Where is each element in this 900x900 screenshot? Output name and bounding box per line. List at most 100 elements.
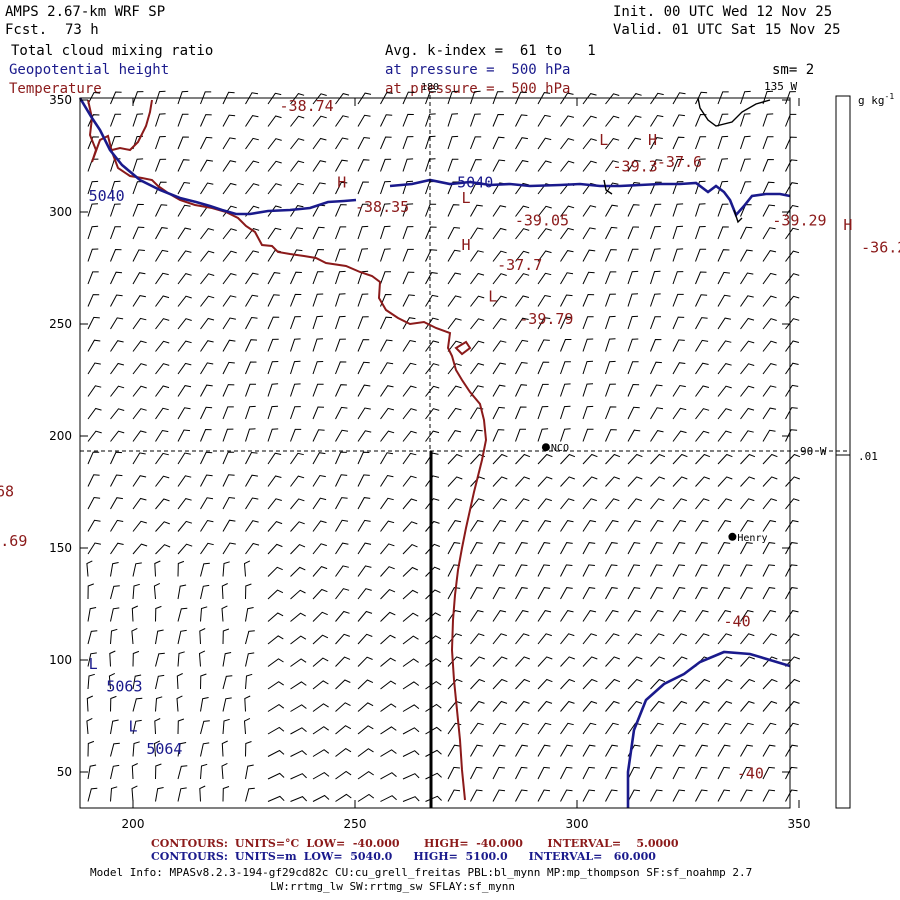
- wind-barb: [222, 273, 237, 285]
- wind-barb: [560, 453, 576, 465]
- wind-barb: [380, 726, 397, 735]
- wind-barb: [447, 656, 463, 667]
- wind-barb: [560, 428, 571, 442]
- wind-barb: [695, 498, 710, 510]
- wind-barb: [650, 137, 663, 150]
- wind-barb: [447, 407, 462, 420]
- wind-barb: [312, 406, 325, 420]
- wind-barb: [492, 159, 506, 172]
- wind-barb: [87, 362, 101, 375]
- wind-barb: [740, 158, 751, 172]
- wind-barb: [425, 340, 440, 352]
- wind-barb: [335, 338, 346, 352]
- wind-barb: [515, 476, 530, 487]
- wind-barb: [132, 317, 147, 330]
- wind-barb: [425, 612, 441, 622]
- wind-barb: [245, 115, 259, 127]
- wind-barb: [650, 587, 663, 600]
- wind-barb: [537, 587, 551, 600]
- wind-barb: [155, 787, 164, 802]
- wind-barb: [335, 679, 351, 690]
- wind-barb: [605, 744, 618, 757]
- wind-barb: [380, 543, 395, 555]
- wind-barb: [110, 695, 117, 712]
- wind-barb: [110, 742, 120, 757]
- wind-barb: [695, 248, 707, 262]
- wind-barb: [650, 744, 663, 757]
- wind-barb: [380, 248, 391, 262]
- wind-barb: [560, 587, 573, 600]
- wind-barb: [672, 271, 684, 285]
- wind-barb: [740, 520, 754, 532]
- wind-barb: [335, 93, 350, 105]
- wind-barb: [582, 610, 597, 622]
- wind-barb: [402, 408, 417, 420]
- wind-barb: [515, 744, 528, 757]
- wind-barb: [87, 136, 99, 150]
- wind-barb: [515, 339, 529, 352]
- wind-barb: [447, 520, 462, 532]
- wind-barb: [650, 248, 661, 262]
- wind-barb: [717, 656, 733, 667]
- wind-barb: [402, 612, 419, 622]
- wind-barb: [672, 114, 685, 127]
- wind-barb: [177, 560, 185, 577]
- wind-barb: [267, 316, 280, 330]
- temperature-label: -39.29: [772, 211, 826, 229]
- wind-barb: [380, 611, 396, 622]
- wind-barb: [605, 204, 618, 217]
- wind-barb: [537, 789, 551, 802]
- wind-barb: [582, 498, 597, 510]
- temperature-label: -40: [724, 612, 751, 630]
- wind-barb: [357, 656, 373, 667]
- wind-barb: [762, 429, 776, 442]
- x-tick-label: 250: [344, 817, 367, 831]
- wind-barb: [357, 702, 374, 712]
- wind-barb: [132, 520, 147, 532]
- wind-barb: [627, 115, 642, 127]
- wind-barb: [312, 293, 324, 307]
- wind-barb: [650, 226, 661, 240]
- wind-barb: [582, 249, 596, 262]
- wind-barb: [380, 566, 395, 577]
- wind-barb: [177, 136, 189, 150]
- wind-barb: [335, 248, 346, 262]
- wind-barb: [110, 542, 124, 555]
- wind-barb: [762, 656, 778, 667]
- wind-barb: [357, 248, 369, 262]
- wind-barb: [425, 452, 439, 465]
- y-tick-label: 300: [49, 205, 72, 219]
- wind-barb: [515, 453, 531, 465]
- wind-barb: [717, 408, 732, 420]
- wind-barb: [290, 566, 306, 577]
- wind-barb: [672, 225, 684, 240]
- wind-barb: [243, 717, 251, 735]
- wind-barb: [177, 651, 185, 667]
- wind-barb: [762, 678, 778, 690]
- wind-barb: [515, 587, 528, 600]
- wind-barb: [605, 476, 620, 487]
- wind-barb: [132, 385, 147, 397]
- wind-barb: [785, 227, 799, 240]
- wind-barb: [717, 766, 730, 780]
- wind-barb: [267, 772, 285, 780]
- wind-barb: [312, 115, 327, 127]
- wind-barb: [312, 703, 329, 712]
- wind-barb: [470, 272, 485, 285]
- wind-barb: [222, 182, 237, 195]
- wind-barb: [717, 453, 733, 465]
- wind-barb: [560, 92, 574, 105]
- wind-barb: [717, 249, 730, 262]
- wind-barb: [650, 203, 662, 217]
- wind-barb: [762, 407, 777, 420]
- wind-barb: [312, 634, 329, 645]
- wind-barb: [740, 656, 755, 667]
- wind-barb: [762, 700, 778, 712]
- wind-barb: [672, 564, 685, 577]
- wind-barb: [222, 519, 236, 532]
- wind-barb: [672, 248, 684, 262]
- wind-barb: [695, 766, 708, 780]
- wind-barb: [312, 726, 329, 735]
- wind-barb: [290, 115, 305, 127]
- wind-barb: [537, 633, 552, 645]
